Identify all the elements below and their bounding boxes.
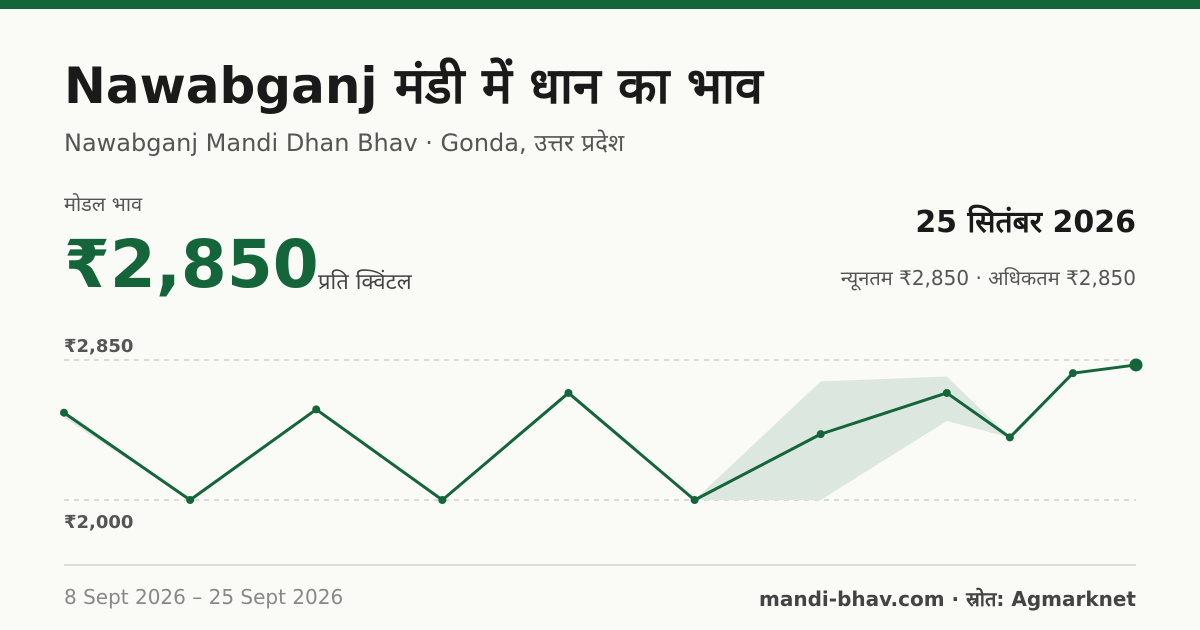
separator: · (975, 266, 982, 290)
price-date: 25 सितंबर 2026 (915, 205, 1136, 240)
min-max-summary: न्यूनतम ₹2,850 · अधिकतम ₹2,850 (841, 264, 1136, 291)
y-tick-label: ₹2,000 (64, 512, 133, 533)
data-point (60, 408, 68, 417)
y-tick-label: ₹2,850 (64, 336, 133, 357)
model-price-label: मोडल भाव (64, 192, 143, 216)
data-point (690, 496, 699, 504)
date-range: 8 Sept 2026 – 25 Sept 2026 (64, 585, 344, 609)
data-point (312, 405, 321, 414)
data-point (564, 388, 573, 397)
price-unit: प्रति क्विंटल (318, 270, 412, 295)
price-line (63, 363, 1137, 502)
min-value: ₹2,850 (899, 266, 970, 290)
latest-data-point (1129, 358, 1143, 372)
top-accent-bar (0, 0, 1200, 9)
max-label: अधिकतम (988, 266, 1060, 290)
model-price-value: ₹2,850 (64, 226, 319, 303)
data-point (816, 430, 825, 439)
min-label: न्यूनतम (840, 266, 893, 290)
data-point (1005, 433, 1014, 442)
page-title: Nawabganj मंडी में धान का भाव (64, 57, 763, 115)
data-point (438, 496, 447, 504)
data-point (1068, 369, 1077, 378)
source-credit: mandi-bhav.com · स्रोत: Agmarknet (759, 587, 1136, 611)
price-trend-chart: ₹2,850 ₹2,000 (60, 336, 1143, 566)
data-point (942, 388, 951, 397)
data-point (186, 496, 195, 504)
page-subtitle: Nawabganj Mandi Dhan Bhav · Gonda, उत्तर… (64, 129, 625, 157)
max-value: ₹2,850 (1066, 266, 1136, 290)
min-max-band (64, 364, 1136, 500)
